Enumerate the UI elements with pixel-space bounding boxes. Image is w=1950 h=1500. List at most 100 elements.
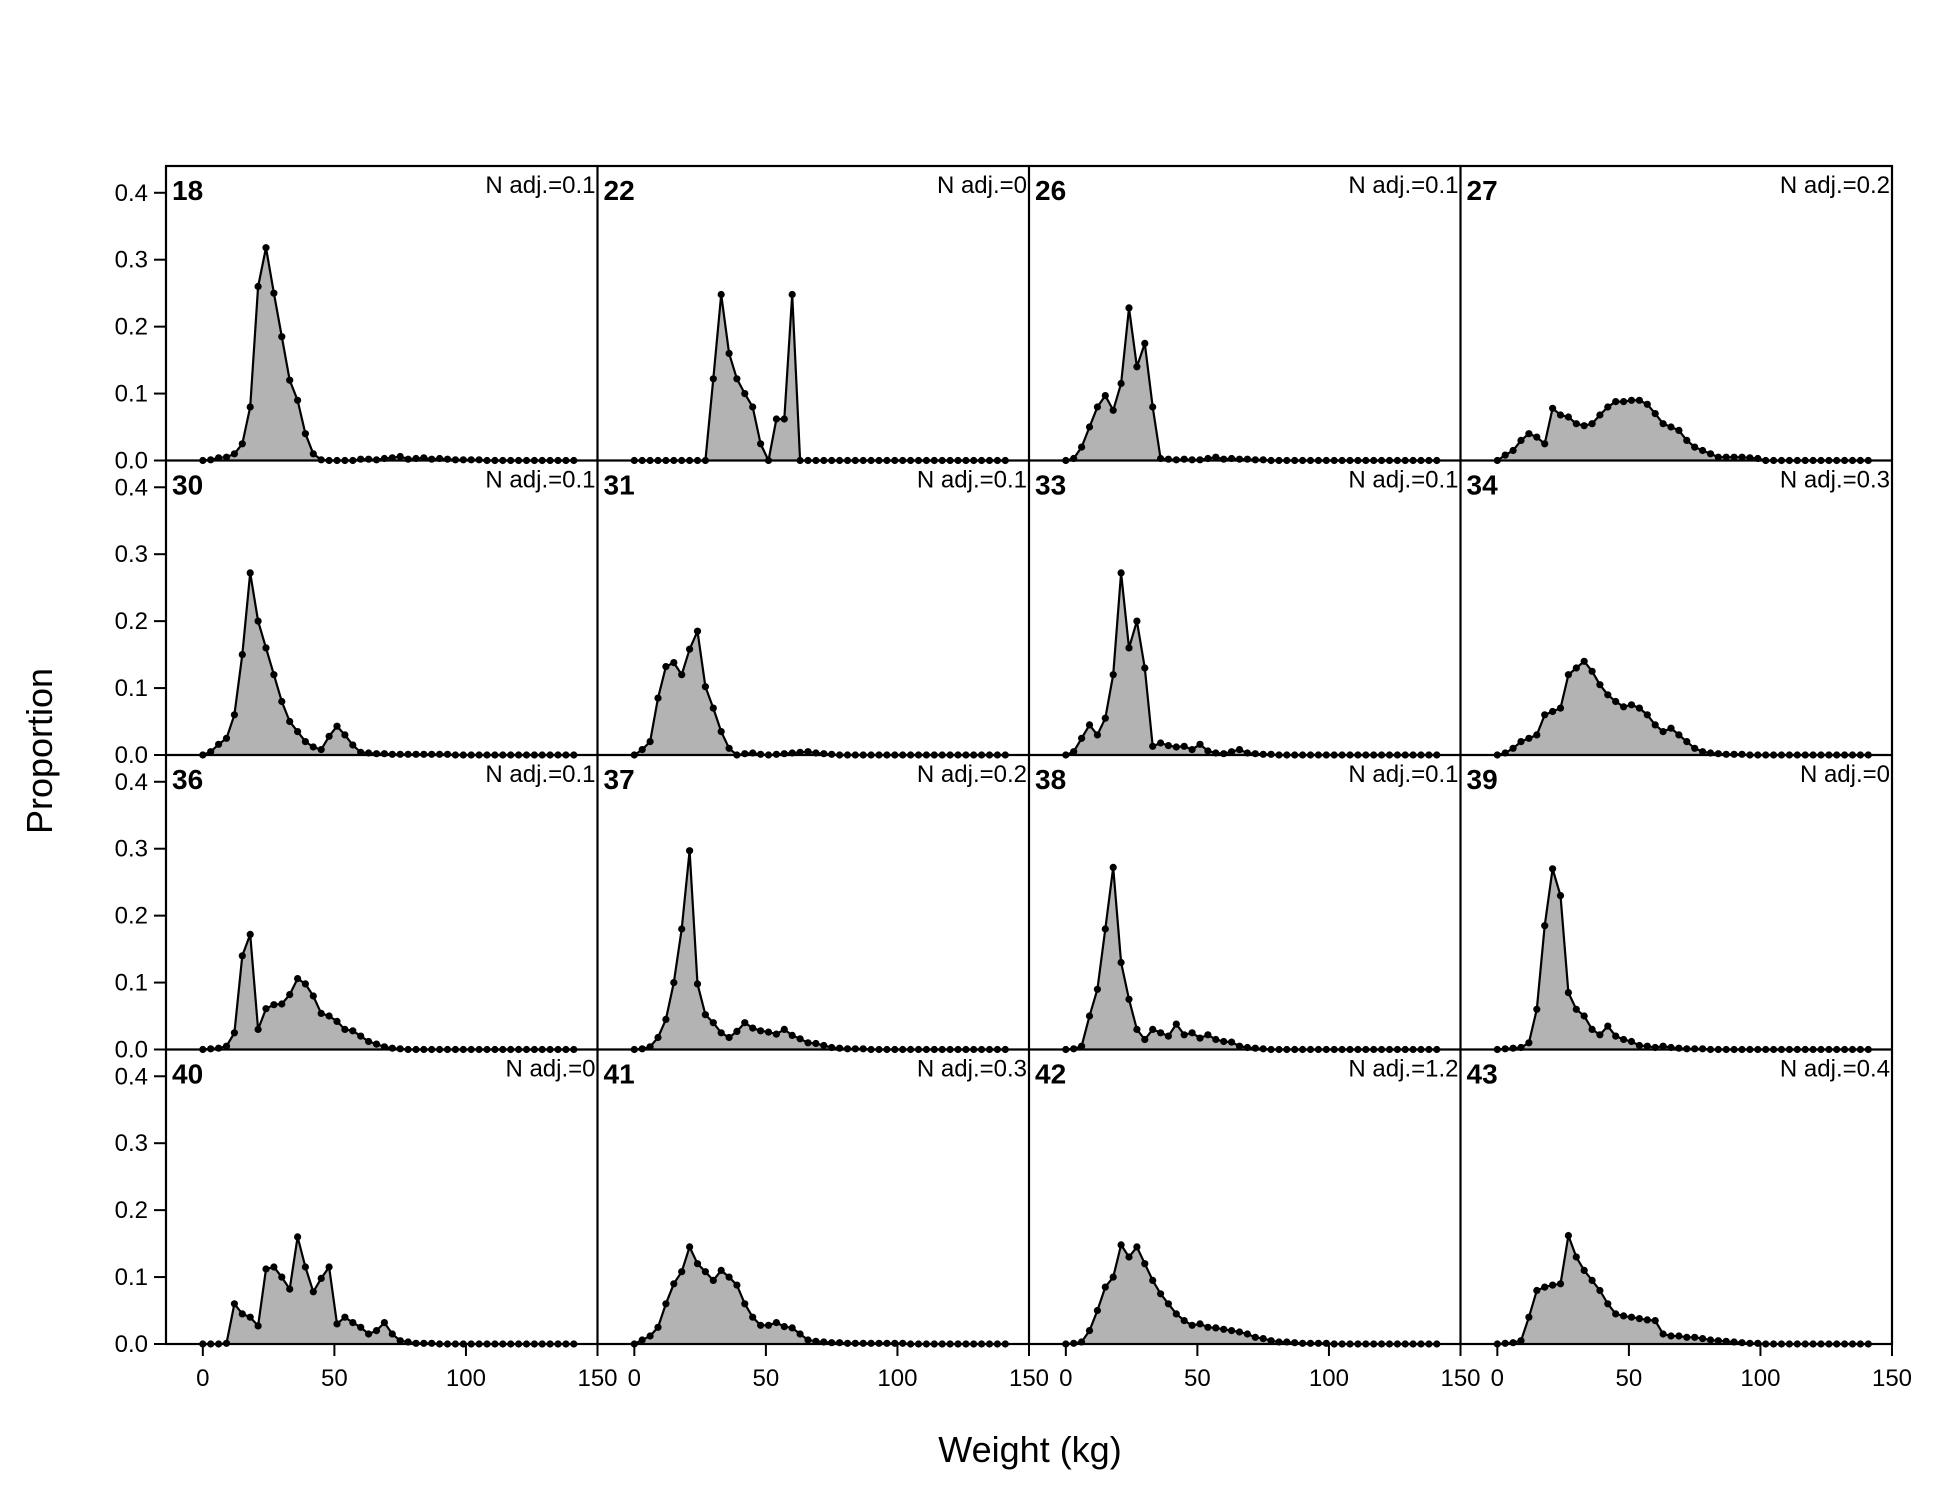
data-point-34-26 xyxy=(1699,748,1707,756)
data-point-38-21 xyxy=(1228,1038,1236,1046)
n-adj-label: N adj.=0.1 xyxy=(485,761,595,788)
y-axis-title: Proportion xyxy=(19,668,60,834)
panel-39: 39 N adj.=0 xyxy=(1467,761,1890,1054)
data-point-34-20 xyxy=(1651,721,1659,729)
data-point-39-6 xyxy=(1541,922,1549,930)
data-point-38-12 xyxy=(1157,1029,1165,1037)
data-point-39-7 xyxy=(1549,865,1557,873)
data-point-39-11 xyxy=(1580,1012,1588,1020)
data-point-40-6 xyxy=(246,1313,254,1321)
data-point-43-4 xyxy=(1525,1313,1533,1321)
data-point-26-19 xyxy=(1212,453,1220,461)
panel-43: 43 N adj.=0.4 xyxy=(1467,1056,1890,1348)
data-point-41-4 xyxy=(662,1300,670,1308)
data-point-40-19 xyxy=(349,1319,357,1327)
data-point-43-19 xyxy=(1643,1316,1651,1324)
data-point-43-12 xyxy=(1588,1276,1596,1284)
y-tick-label: 0.2 xyxy=(115,903,148,930)
data-point-36-4 xyxy=(230,1029,238,1037)
area-fill-31 xyxy=(634,631,1006,755)
y-tick-label: 0.3 xyxy=(115,1130,148,1157)
x-tick-label: 100 xyxy=(877,1365,917,1392)
n-adj-label: N adj.=0 xyxy=(1800,761,1890,788)
data-point-34-4 xyxy=(1525,734,1533,742)
data-point-40-21 xyxy=(365,1330,373,1338)
data-point-38-10 xyxy=(1141,1035,1149,1044)
data-point-27-11 xyxy=(1580,422,1588,430)
data-point-38-19 xyxy=(1212,1035,1220,1044)
data-point-40-8 xyxy=(262,1265,270,1273)
y-tick-label: 0.3 xyxy=(115,541,148,568)
data-point-33-18 xyxy=(1204,747,1212,755)
data-point-27-29 xyxy=(1722,453,1730,461)
data-point-18-10 xyxy=(278,333,286,341)
data-point-40-24 xyxy=(388,1330,396,1338)
y-tick-label: 0.1 xyxy=(115,1264,148,1291)
panel-label: 30 xyxy=(172,470,203,501)
data-point-41-2 xyxy=(646,1332,654,1340)
data-point-42-12 xyxy=(1157,1290,1165,1298)
data-point-41-13 xyxy=(733,1281,741,1289)
data-point-42-21 xyxy=(1228,1327,1236,1335)
panel-42: 42 N adj.=1.2 xyxy=(1035,1056,1459,1348)
data-point-30-10 xyxy=(278,697,286,706)
data-point-38-6 xyxy=(1109,863,1117,872)
data-point-43-7 xyxy=(1549,1281,1557,1289)
data-point-42-6 xyxy=(1109,1273,1117,1281)
panel-31: 31 N adj.=0.1 xyxy=(604,467,1027,759)
data-point-27-22 xyxy=(1667,423,1675,431)
data-point-26-11 xyxy=(1149,403,1157,411)
data-point-41-11 xyxy=(717,1266,725,1274)
y-tick-label: 0.4 xyxy=(115,474,148,501)
data-point-39-14 xyxy=(1604,1022,1612,1030)
data-point-36-9 xyxy=(270,1001,278,1009)
data-point-18-12 xyxy=(294,396,302,404)
n-adj-label: N adj.=1.2 xyxy=(1348,1056,1458,1083)
data-point-36-8 xyxy=(262,1005,270,1013)
data-point-36-17 xyxy=(333,1017,341,1025)
data-point-27-17 xyxy=(1627,396,1636,404)
data-point-40-12 xyxy=(294,1233,302,1241)
data-point-18-14 xyxy=(309,450,317,458)
data-point-41-25 xyxy=(828,1339,836,1347)
data-point-34-22 xyxy=(1667,724,1675,732)
data-point-26-8 xyxy=(1125,304,1133,312)
data-point-40-17 xyxy=(333,1320,341,1328)
data-point-38-17 xyxy=(1196,1034,1204,1042)
n-adj-label: N adj.=0.2 xyxy=(917,761,1027,788)
data-point-18-5 xyxy=(238,440,246,448)
area-fill-22 xyxy=(634,294,1006,461)
data-point-37-9 xyxy=(701,1011,710,1019)
data-point-27-4 xyxy=(1525,430,1533,438)
data-point-34-18 xyxy=(1635,704,1643,712)
data-point-18-26 xyxy=(404,455,412,463)
axes: 0.00.10.20.30.40.00.10.20.30.40.00.10.20… xyxy=(115,164,1912,1392)
data-point-37-10 xyxy=(709,1019,717,1027)
panel-36: 36 N adj.=0.1 xyxy=(172,761,596,1054)
data-point-36-15 xyxy=(317,1009,325,1018)
data-point-30-15 xyxy=(317,746,325,754)
y-tick-label: 0.2 xyxy=(115,1197,148,1224)
data-point-38-16 xyxy=(1188,1029,1196,1037)
data-point-33-24 xyxy=(1251,750,1259,758)
data-point-40-20 xyxy=(357,1323,365,1331)
data-point-38-22 xyxy=(1235,1042,1244,1050)
data-point-34-25 xyxy=(1691,744,1699,752)
panel-label: 34 xyxy=(1467,470,1499,501)
data-point-22-20 xyxy=(788,290,796,299)
data-point-18-13 xyxy=(301,430,309,438)
data-point-39-23 xyxy=(1675,1044,1683,1052)
data-point-36-22 xyxy=(372,1040,381,1048)
data-point-37-18 xyxy=(772,1030,781,1038)
data-point-43-3 xyxy=(1517,1337,1525,1345)
x-tick-label: 0 xyxy=(1491,1365,1504,1392)
data-point-26-7 xyxy=(1117,379,1125,388)
panel-18: 18 N adj.=0.1 xyxy=(172,172,596,465)
area-fill-34 xyxy=(1497,661,1869,755)
data-point-40-11 xyxy=(286,1285,294,1293)
area-fill-27 xyxy=(1497,400,1869,461)
area-fill-43 xyxy=(1497,1235,1869,1344)
data-point-27-24 xyxy=(1683,436,1691,444)
data-point-36-16 xyxy=(325,1012,333,1020)
